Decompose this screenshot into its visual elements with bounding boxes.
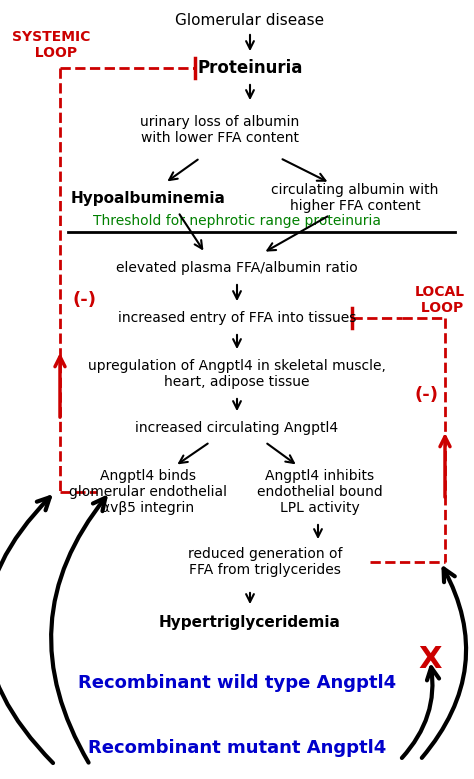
Text: circulating albumin with
higher FFA content: circulating albumin with higher FFA cont… — [271, 183, 439, 213]
Text: upregulation of Angptl4 in skeletal muscle,
heart, adipose tissue: upregulation of Angptl4 in skeletal musc… — [88, 359, 386, 389]
Text: Angptl4 inhibits
endothelial bound
LPL activity: Angptl4 inhibits endothelial bound LPL a… — [257, 469, 383, 515]
Text: increased circulating Angptl4: increased circulating Angptl4 — [136, 421, 338, 435]
Text: (-): (-) — [415, 386, 439, 404]
Text: reduced generation of
FFA from triglycerides: reduced generation of FFA from triglycer… — [188, 547, 342, 577]
Text: Glomerular disease: Glomerular disease — [175, 12, 325, 27]
Text: Recombinant wild type Angptl4: Recombinant wild type Angptl4 — [78, 674, 396, 692]
Text: Recombinant mutant Angptl4: Recombinant mutant Angptl4 — [88, 739, 386, 757]
Text: increased entry of FFA into tissues: increased entry of FFA into tissues — [118, 311, 356, 325]
Text: urinary loss of albumin
with lower FFA content: urinary loss of albumin with lower FFA c… — [140, 115, 300, 145]
Text: LOCAL
 LOOP: LOCAL LOOP — [415, 285, 465, 315]
Text: Proteinuria: Proteinuria — [197, 59, 303, 77]
Text: Hypoalbuminemia: Hypoalbuminemia — [71, 191, 226, 206]
Text: (-): (-) — [73, 291, 97, 309]
Text: Angptl4 binds
glomerular endothelial
αvβ5 integrin: Angptl4 binds glomerular endothelial αvβ… — [69, 469, 227, 515]
Text: Hypertriglyceridemia: Hypertriglyceridemia — [159, 615, 341, 629]
Text: elevated plasma FFA/albumin ratio: elevated plasma FFA/albumin ratio — [116, 261, 358, 275]
Text: X: X — [418, 646, 442, 675]
Text: Threshold for nephrotic range proteinuria: Threshold for nephrotic range proteinuri… — [93, 214, 381, 228]
Text: SYSTEMIC
  LOOP: SYSTEMIC LOOP — [12, 30, 91, 60]
